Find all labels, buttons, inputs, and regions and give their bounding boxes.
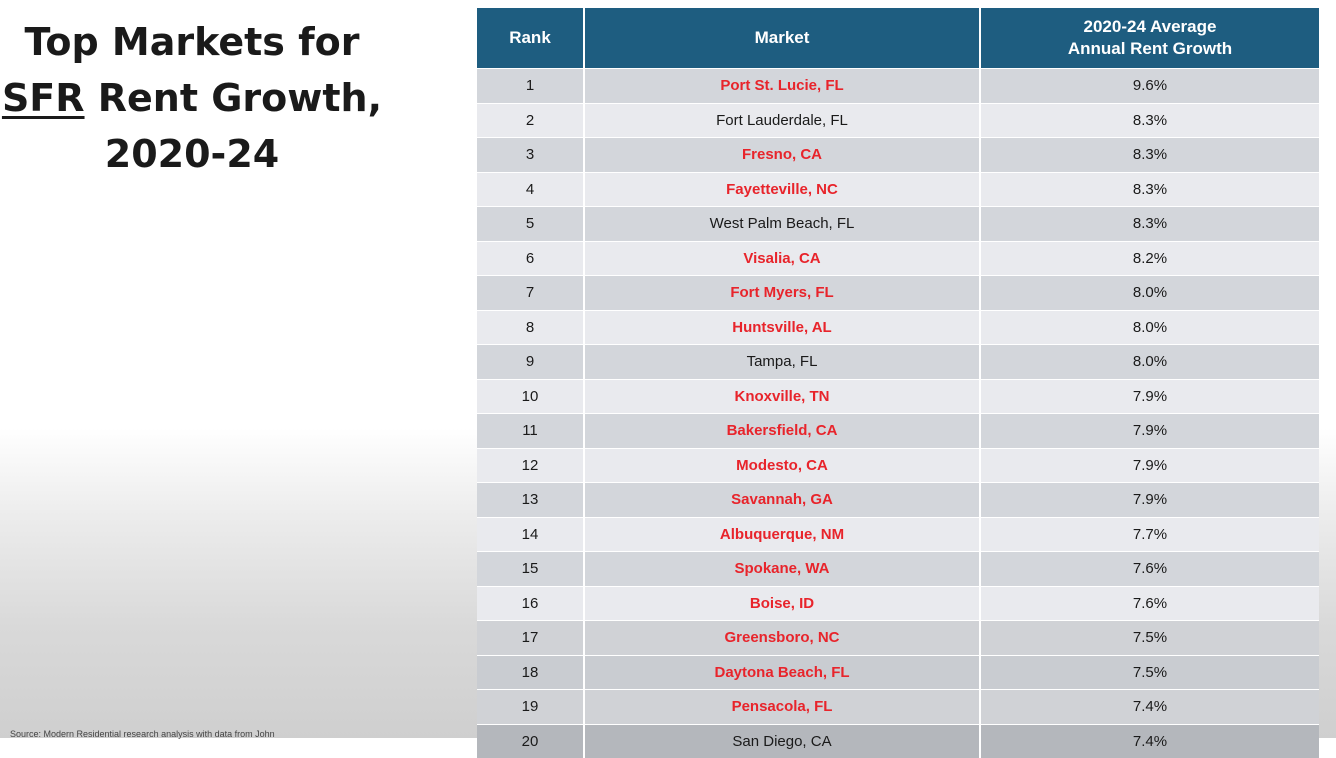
growth-cell: 8.0% [980,276,1319,311]
market-cell: Albuquerque, NM [584,517,980,552]
market-cell: Tampa, FL [584,345,980,380]
rank-cell: 19 [477,690,584,725]
title-line-1: Top Markets for [0,14,384,70]
rank-cell: 8 [477,310,584,345]
title-line-2: SFR Rent Growth, [0,70,384,126]
market-cell: Fresno, CA [584,138,980,173]
rank-cell: 17 [477,621,584,656]
title-sfr-underlined: SFR [2,76,85,120]
rank-cell: 3 [477,138,584,173]
rank-cell: 12 [477,448,584,483]
growth-cell: 7.9% [980,483,1319,518]
header-market: Market [584,8,980,69]
rank-cell: 6 [477,241,584,276]
rank-cell: 18 [477,655,584,690]
growth-cell: 9.6% [980,69,1319,104]
header-rank: Rank [477,8,584,69]
market-cell: Savannah, GA [584,483,980,518]
growth-cell: 7.5% [980,621,1319,656]
market-cell: Spokane, WA [584,552,980,587]
growth-cell: 7.9% [980,379,1319,414]
rank-cell: 10 [477,379,584,414]
growth-cell: 8.3% [980,138,1319,173]
rank-cell: 1 [477,69,584,104]
rank-cell: 13 [477,483,584,518]
rank-cell: 16 [477,586,584,621]
market-cell: Visalia, CA [584,241,980,276]
header-growth: 2020-24 Average Annual Rent Growth [980,8,1319,69]
growth-cell: 7.6% [980,552,1319,587]
market-cell: Pensacola, FL [584,690,980,725]
growth-cell: 7.7% [980,517,1319,552]
market-cell: Boise, ID [584,586,980,621]
market-cell: Fort Myers, FL [584,276,980,311]
rank-cell: 2 [477,103,584,138]
market-cell: Knoxville, TN [584,379,980,414]
market-cell: Port St. Lucie, FL [584,69,980,104]
rank-cell: 15 [477,552,584,587]
rank-cell: 4 [477,172,584,207]
growth-cell: 8.0% [980,345,1319,380]
title-line-2-rest: Rent Growth, [85,76,383,120]
growth-cell: 8.3% [980,103,1319,138]
rank-cell: 14 [477,517,584,552]
rank-cell: 20 [477,724,584,758]
rank-cell: 5 [477,207,584,242]
rent-growth-table: Rank Market 2020-24 Average Annual Rent … [477,8,1319,758]
market-cell: West Palm Beach, FL [584,207,980,242]
header-growth-line-2: Annual Rent Growth [981,38,1319,60]
market-cell: San Diego, CA [584,724,980,758]
growth-cell: 7.4% [980,724,1319,758]
growth-cell: 7.4% [980,690,1319,725]
table-header-row: Rank Market 2020-24 Average Annual Rent … [477,8,1319,69]
rank-cell: 9 [477,345,584,380]
market-cell: Bakersfield, CA [584,414,980,449]
growth-cell: 8.2% [980,241,1319,276]
growth-cell: 8.3% [980,172,1319,207]
growth-cell: 7.5% [980,655,1319,690]
growth-cell: 8.0% [980,310,1319,345]
growth-cell: 7.6% [980,586,1319,621]
header-growth-line-1: 2020-24 Average [981,16,1319,38]
market-cell: Fayetteville, NC [584,172,980,207]
market-cell: Huntsville, AL [584,310,980,345]
market-cell: Greensboro, NC [584,621,980,656]
market-cell: Fort Lauderdale, FL [584,103,980,138]
market-cell: Modesto, CA [584,448,980,483]
rank-cell: 7 [477,276,584,311]
growth-cell: 8.3% [980,207,1319,242]
rank-cell: 11 [477,414,584,449]
growth-cell: 7.9% [980,414,1319,449]
growth-cell: 7.9% [980,448,1319,483]
title-line-3: 2020-24 [0,126,384,182]
market-cell: Daytona Beach, FL [584,655,980,690]
page-title: Top Markets for SFR Rent Growth, 2020-24 [0,14,384,182]
source-footnote: Source: Modern Residential research anal… [10,728,275,740]
